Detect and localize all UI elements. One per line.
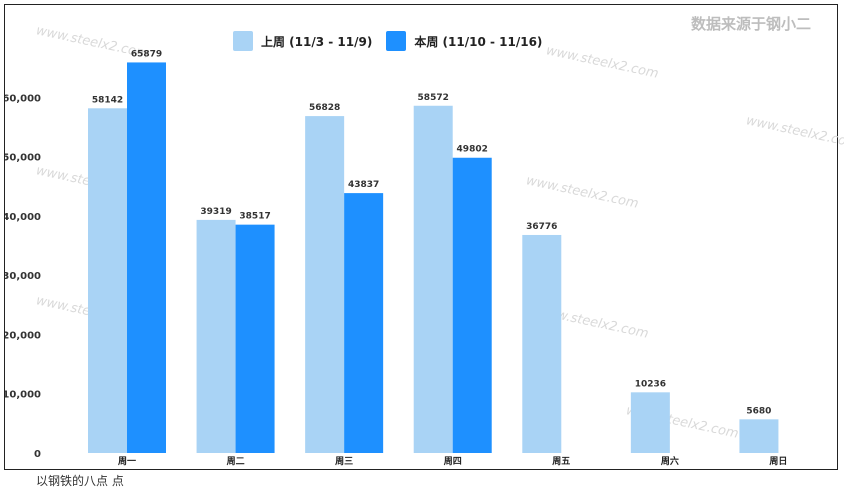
legend-label-last-week: 上周 (11/3 - 11/9) <box>261 34 373 49</box>
legend-swatch-this-week <box>386 31 407 51</box>
caption: 以钢铁的八点 点 <box>36 474 124 488</box>
data-label: 58572 <box>418 93 449 103</box>
bar <box>522 234 562 453</box>
bar <box>88 108 127 454</box>
data-label: 5680 <box>746 406 771 416</box>
x-tick-label: 周二 <box>227 456 245 467</box>
bar <box>305 116 345 454</box>
legend-item-last-week: 上周 (11/3 - 11/9) <box>233 31 372 51</box>
bar-chart: 0 10,000 20,000 30,000 40,000 50,000 60,000 581… <box>5 49 787 467</box>
bar <box>235 224 275 453</box>
chart-frame: www.steelx2.com www.steelx2.com www.stee… <box>4 4 844 470</box>
bar <box>630 392 670 453</box>
y-tick-label: 60,000 <box>5 93 41 104</box>
bar <box>127 62 166 454</box>
legend: 上周 (11/3 - 11/9) 本周 (11/10 - 11/16) <box>233 31 556 51</box>
data-label: 49802 <box>457 145 488 155</box>
x-tick-label: 周六 <box>661 455 679 467</box>
bar <box>413 105 453 454</box>
data-label: 39319 <box>200 207 231 217</box>
bar <box>344 193 384 454</box>
legend-item-this-week: 本周 (11/10 - 11/16) <box>386 31 542 51</box>
y-tick-label: 40,000 <box>5 212 41 223</box>
data-label: 65879 <box>131 49 162 59</box>
source-label: 数据来源于钢小二 <box>690 15 811 33</box>
data-label: 10236 <box>635 379 666 389</box>
legend-label-this-week: 本周 (11/10 - 11/16) <box>414 34 543 49</box>
data-label: 43837 <box>348 180 379 190</box>
y-tick-label: 10,000 <box>5 390 41 401</box>
data-label: 36776 <box>526 222 557 232</box>
x-tick-label: 周日 <box>769 456 787 467</box>
x-tick-label: 周五 <box>552 456 570 467</box>
x-tick-label: 周三 <box>335 456 353 467</box>
x-tick-label: 周四 <box>444 456 462 467</box>
bar <box>196 219 236 453</box>
y-tick-label: 50,000 <box>5 153 41 164</box>
bar <box>739 419 779 453</box>
data-label: 56828 <box>309 103 340 113</box>
data-label: 38517 <box>239 212 270 222</box>
y-tick-label: 20,000 <box>5 330 41 341</box>
x-tick-label: 周一 <box>118 456 136 467</box>
bar <box>452 157 492 453</box>
y-tick-label: 0 <box>34 449 41 460</box>
data-label: 58142 <box>92 95 123 105</box>
legend-swatch-last-week <box>233 31 253 51</box>
y-tick-label: 30,000 <box>5 271 41 282</box>
